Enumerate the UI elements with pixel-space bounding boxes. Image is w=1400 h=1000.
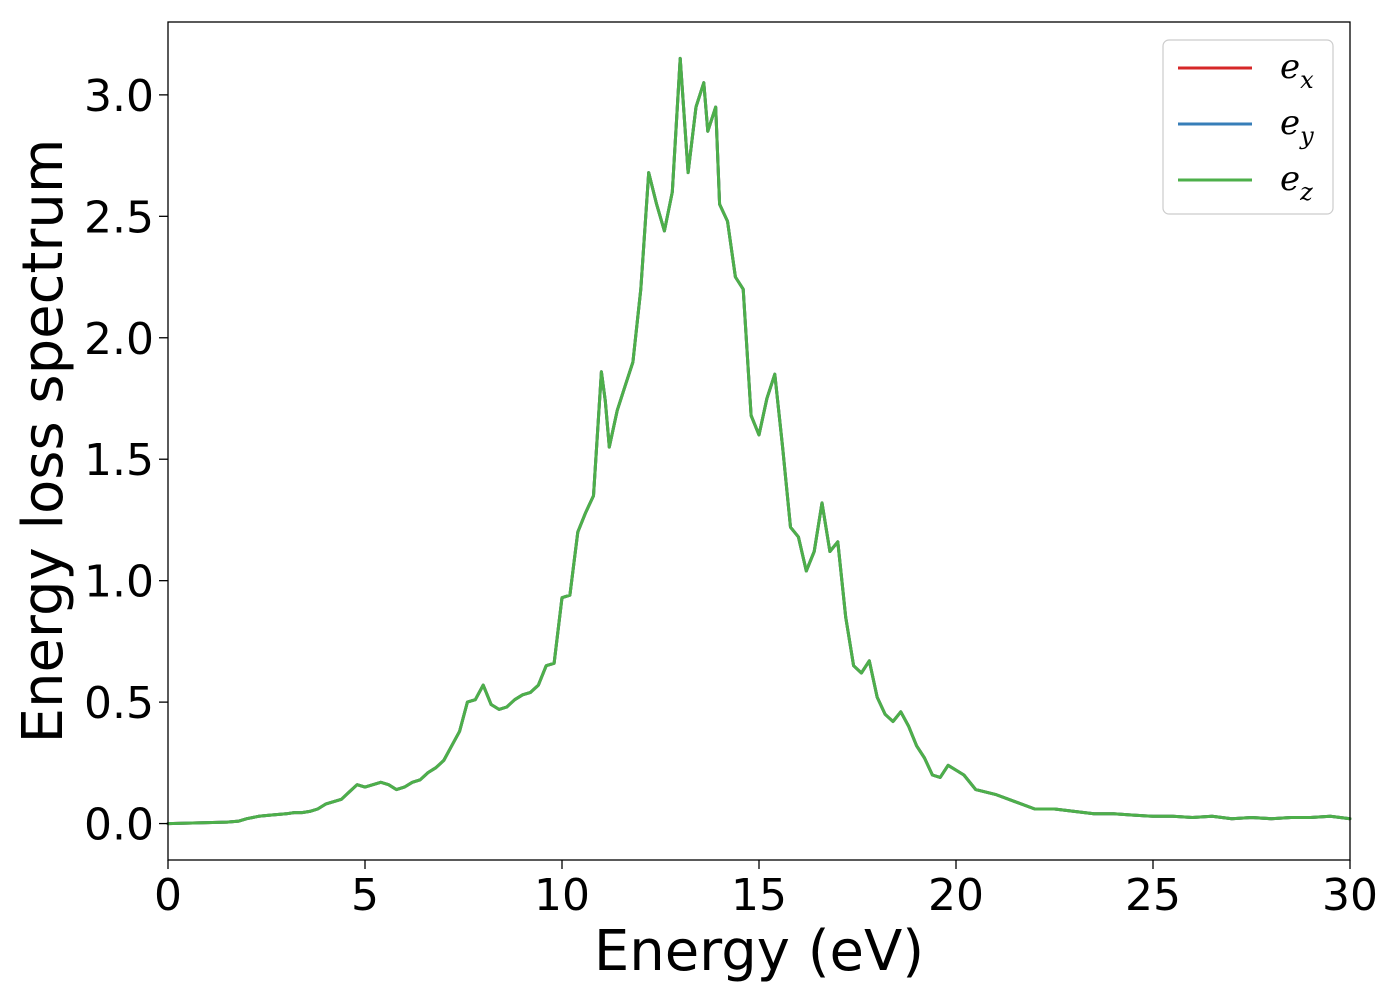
x-tick-label: 30 [1322,870,1378,921]
series-line-z [166,56,1352,826]
legend-label-y: ey [1280,103,1314,150]
y-tick-label: 0.5 [84,678,154,729]
x-tick-label: 10 [534,870,590,921]
y-tick-label: 1.0 [84,557,154,608]
y-axis-ticks: 0.0 0.5 1.0 1.5 2.0 2.5 3.0 [84,71,168,851]
y-tick-label: 0.0 [84,800,154,851]
y-tick-label: 1.5 [84,435,154,486]
legend-label-base: e [1280,103,1300,143]
legend-label-subscript: z [1299,178,1313,206]
x-tick-label: 5 [351,870,379,921]
x-tick-label: 20 [928,870,984,921]
legend-label-subscript: y [1299,122,1314,150]
legend-label-subscript: x [1300,66,1314,94]
legend-label-base: e [1280,159,1300,199]
y-axis-label: Energy loss spectrum [11,139,76,744]
legend-label-base: e [1280,47,1300,87]
legend-box [1162,39,1334,215]
legend-label-x: ex [1280,47,1314,94]
x-tick-label: 0 [154,870,182,921]
legend-label-z: ez [1280,159,1313,206]
x-axis-ticks: 0 5 10 15 20 25 30 [154,860,1378,921]
x-tick-label: 25 [1125,870,1181,921]
y-tick-label: 3.0 [84,71,154,122]
y-tick-label: 2.5 [84,192,154,243]
y-tick-label: 2.0 [84,314,154,365]
x-tick-label: 15 [731,870,787,921]
series-layer [166,56,1352,826]
x-axis-label: Energy (eV) [594,919,924,984]
